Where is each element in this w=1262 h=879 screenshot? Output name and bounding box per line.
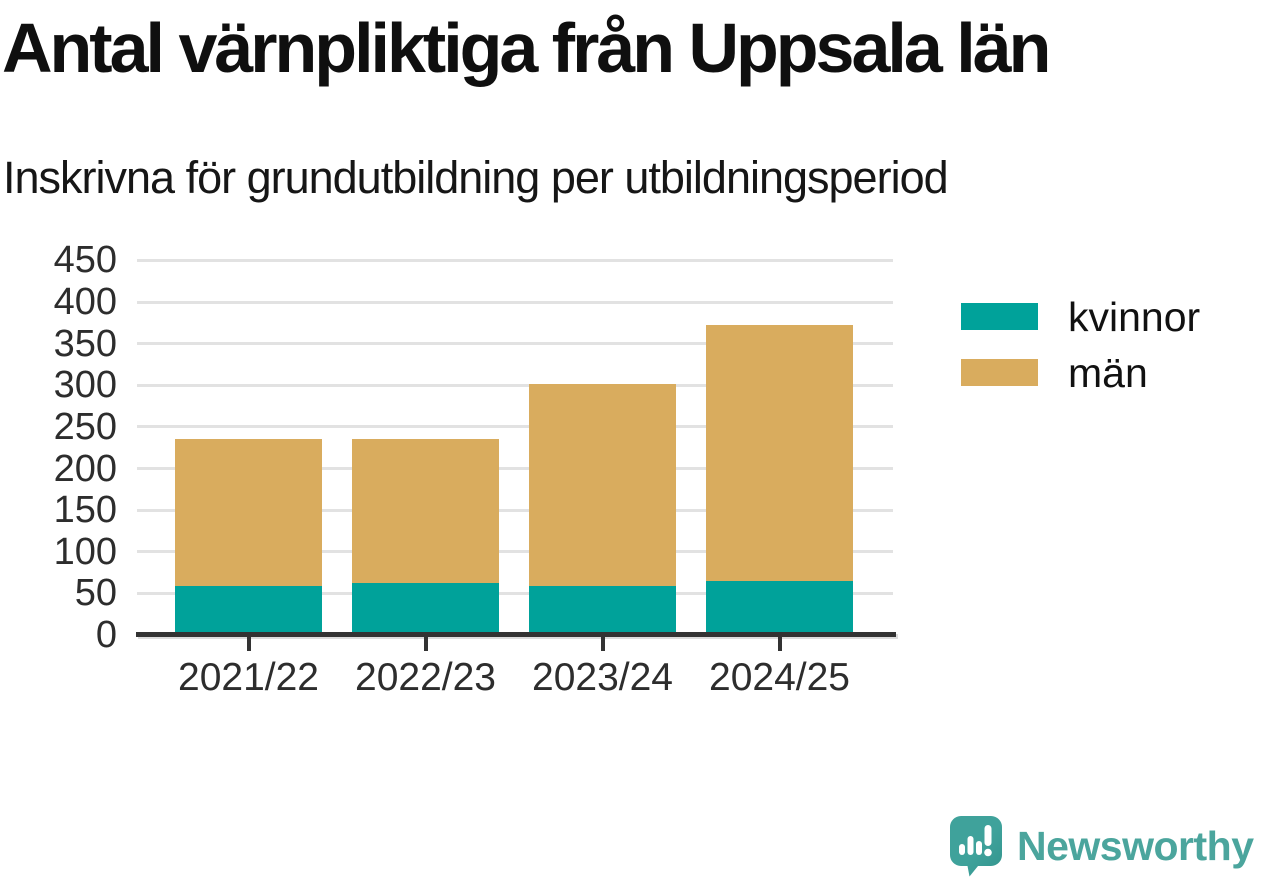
- bar-2023/24-kvinnor: [529, 585, 676, 635]
- x-axis-tick: [600, 637, 605, 651]
- chart-title: Antal värnpliktiga från Uppsala län: [2, 9, 1051, 87]
- y-axis-tick-label: 200: [53, 447, 117, 490]
- gridline-250: [137, 425, 893, 429]
- y-axis-tick-label: 0: [95, 614, 117, 656]
- bar-2021/22-män: [175, 439, 322, 586]
- chart-subtitle: Inskrivna för grundutbildning per utbild…: [3, 152, 949, 203]
- y-axis-tick-label: 300: [53, 364, 117, 407]
- x-axis-category-label: 2022/23: [355, 656, 496, 699]
- x-axis-tick: [246, 637, 251, 651]
- gridline-350: [137, 342, 893, 346]
- newsworthy-icon: [950, 816, 1002, 877]
- legend-swatch-kvinnor: [961, 303, 1038, 330]
- y-axis-tick-label: 400: [53, 281, 117, 324]
- y-axis-tick-label: 150: [53, 489, 117, 532]
- bar-2023/24-män: [529, 384, 676, 586]
- bar-2024/25-kvinnor: [706, 580, 853, 635]
- x-axis-category-label: 2021/22: [178, 656, 319, 699]
- x-axis-tick: [423, 637, 428, 651]
- y-axis-tick-label: 100: [53, 530, 117, 573]
- gridline-300: [137, 383, 893, 387]
- bar-2021/22-kvinnor: [175, 585, 322, 635]
- x-axis-category-label: 2023/24: [532, 656, 673, 699]
- y-axis-tick-label: 350: [53, 322, 117, 365]
- bar-2022/23-män: [352, 439, 499, 584]
- x-axis-tick: [777, 637, 782, 651]
- legend-label-kvinnor: kvinnor: [1068, 294, 1201, 340]
- x-axis-line: [136, 632, 896, 637]
- gridline-450: [137, 258, 893, 262]
- gridline-50: [137, 591, 893, 595]
- gridline-200: [137, 467, 893, 470]
- y-axis-tick-label: 450: [53, 239, 117, 282]
- bar-2024/25-män: [706, 325, 853, 581]
- gridline-100: [137, 550, 893, 554]
- x-axis-category-label: 2024/25: [709, 656, 850, 699]
- gridline-400: [137, 300, 893, 304]
- legend-label-man: män: [1068, 350, 1148, 396]
- y-axis-tick-label: 250: [53, 405, 117, 448]
- newsworthy-logo: Newsworthy: [950, 816, 1254, 877]
- gridline-150: [137, 508, 893, 512]
- legend-swatch-man: [961, 359, 1038, 386]
- y-axis-tick-label: 50: [74, 572, 117, 615]
- bar-2022/23-kvinnor: [352, 583, 499, 635]
- newsworthy-logo-text: Newsworthy: [1017, 823, 1254, 869]
